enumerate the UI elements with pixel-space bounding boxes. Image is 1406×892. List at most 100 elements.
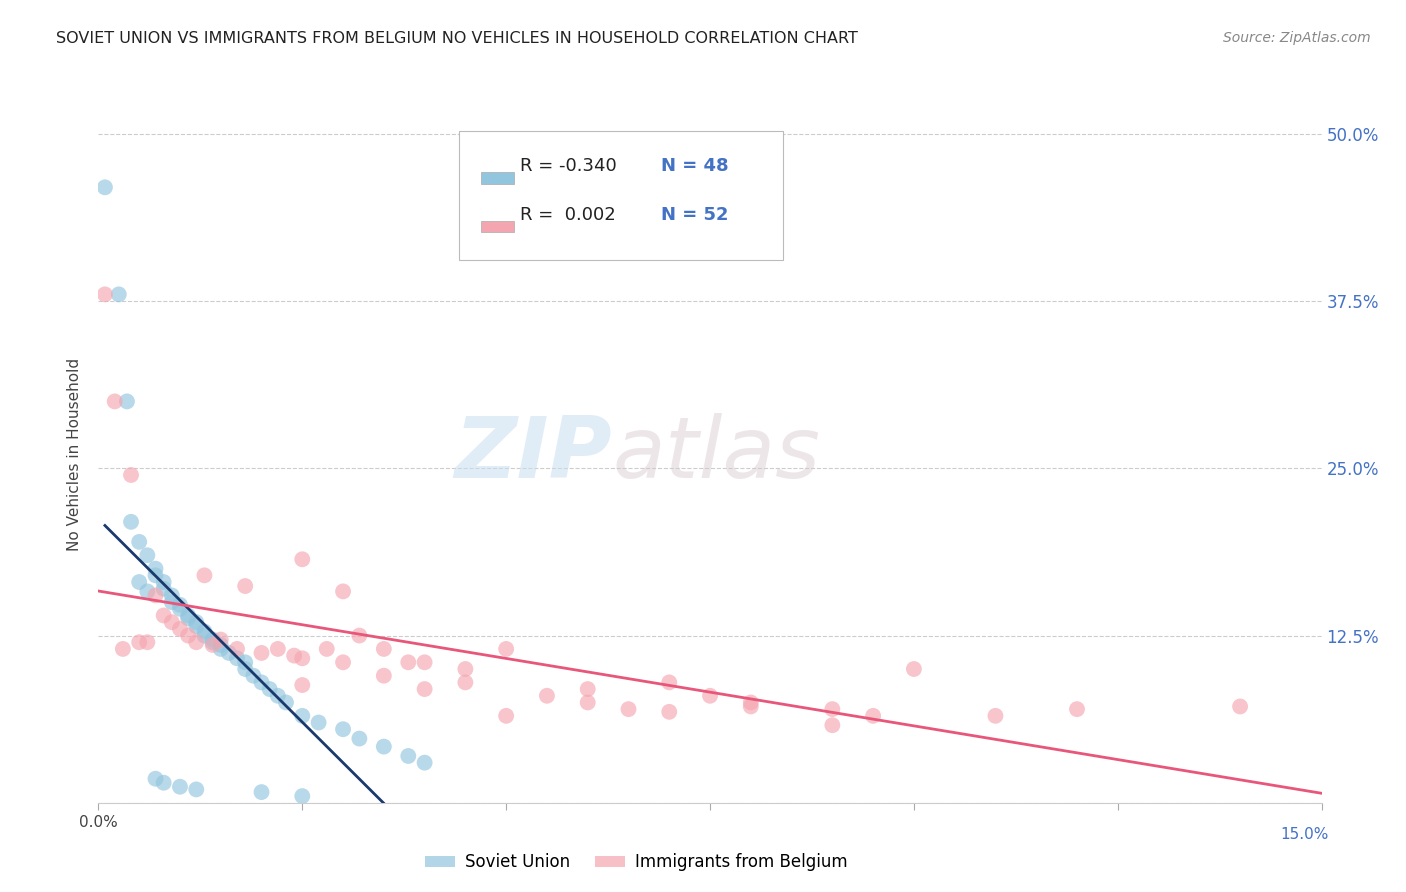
Point <box>454 662 477 676</box>
Point <box>94 287 117 301</box>
Point <box>169 622 191 636</box>
Point <box>576 681 599 696</box>
Point <box>186 635 208 649</box>
Point <box>267 689 290 703</box>
Point <box>169 598 191 612</box>
Point <box>226 651 249 665</box>
Point <box>108 287 131 301</box>
Point <box>1229 699 1251 714</box>
Point <box>160 615 183 630</box>
Text: atlas: atlas <box>612 413 820 497</box>
Point <box>699 689 721 703</box>
Point <box>658 705 681 719</box>
Point <box>413 655 436 669</box>
Point <box>250 675 273 690</box>
Point <box>169 780 191 794</box>
Point <box>115 394 138 409</box>
Point <box>821 702 844 716</box>
Point <box>152 575 174 590</box>
Point <box>94 180 117 194</box>
Point <box>984 708 1007 723</box>
Point <box>413 756 436 770</box>
Point <box>209 632 232 647</box>
Point <box>136 635 159 649</box>
Point <box>373 739 395 754</box>
Point <box>152 775 174 790</box>
Point <box>291 789 314 803</box>
Text: SOVIET UNION VS IMMIGRANTS FROM BELGIUM NO VEHICLES IN HOUSEHOLD CORRELATION CHA: SOVIET UNION VS IMMIGRANTS FROM BELGIUM … <box>56 31 858 46</box>
Point <box>128 635 150 649</box>
Point <box>903 662 925 676</box>
Point <box>177 611 200 625</box>
Point <box>259 681 281 696</box>
Point <box>396 749 419 764</box>
Point <box>226 642 249 657</box>
Legend: Soviet Union, Immigrants from Belgium: Soviet Union, Immigrants from Belgium <box>419 847 855 878</box>
Point <box>495 708 517 723</box>
Point <box>291 552 314 566</box>
Text: N = 52: N = 52 <box>661 206 728 224</box>
Point <box>396 655 419 669</box>
Point <box>177 628 200 642</box>
Point <box>373 642 395 657</box>
Point <box>332 723 354 737</box>
Point <box>250 785 273 799</box>
Point <box>160 595 183 609</box>
Point <box>233 662 256 676</box>
Point <box>250 646 273 660</box>
Point <box>136 584 159 599</box>
Text: ZIP: ZIP <box>454 413 612 497</box>
Point <box>145 772 167 786</box>
Point <box>209 638 232 652</box>
Point <box>267 642 290 657</box>
Y-axis label: No Vehicles in Household: No Vehicles in Household <box>67 359 83 551</box>
Point <box>111 642 134 657</box>
Point <box>186 619 208 633</box>
Point <box>136 548 159 563</box>
Point <box>104 394 127 409</box>
Point <box>120 468 142 483</box>
Point <box>291 678 314 692</box>
Point <box>152 608 174 623</box>
Point <box>169 602 191 616</box>
Point <box>218 646 240 660</box>
Point <box>1066 702 1088 716</box>
Point <box>193 628 215 642</box>
Point <box>332 584 354 599</box>
Point <box>821 718 844 732</box>
FancyBboxPatch shape <box>481 172 515 184</box>
Point <box>177 608 200 623</box>
Point <box>201 635 224 649</box>
Point <box>152 582 174 596</box>
Point <box>201 632 224 647</box>
Point <box>145 562 167 576</box>
FancyBboxPatch shape <box>460 131 783 260</box>
Point <box>413 681 436 696</box>
Point <box>658 675 681 690</box>
Point <box>193 624 215 639</box>
Point <box>349 628 371 642</box>
Point <box>193 568 215 582</box>
Point <box>740 699 762 714</box>
Text: R = -0.340: R = -0.340 <box>520 157 617 175</box>
Point <box>495 642 517 657</box>
Point <box>617 702 640 716</box>
Point <box>373 669 395 683</box>
Point <box>145 589 167 603</box>
Point <box>291 708 314 723</box>
Point <box>120 515 142 529</box>
Point <box>536 689 558 703</box>
Point <box>283 648 305 663</box>
Point <box>274 696 297 710</box>
Point <box>242 669 264 683</box>
Point <box>128 575 150 590</box>
Point <box>349 731 371 746</box>
Point <box>740 696 762 710</box>
Text: R =  0.002: R = 0.002 <box>520 206 616 224</box>
Point <box>145 568 167 582</box>
Point <box>454 675 477 690</box>
Point <box>201 638 224 652</box>
Text: 15.0%: 15.0% <box>1281 827 1329 841</box>
FancyBboxPatch shape <box>481 221 515 232</box>
Point <box>128 535 150 549</box>
